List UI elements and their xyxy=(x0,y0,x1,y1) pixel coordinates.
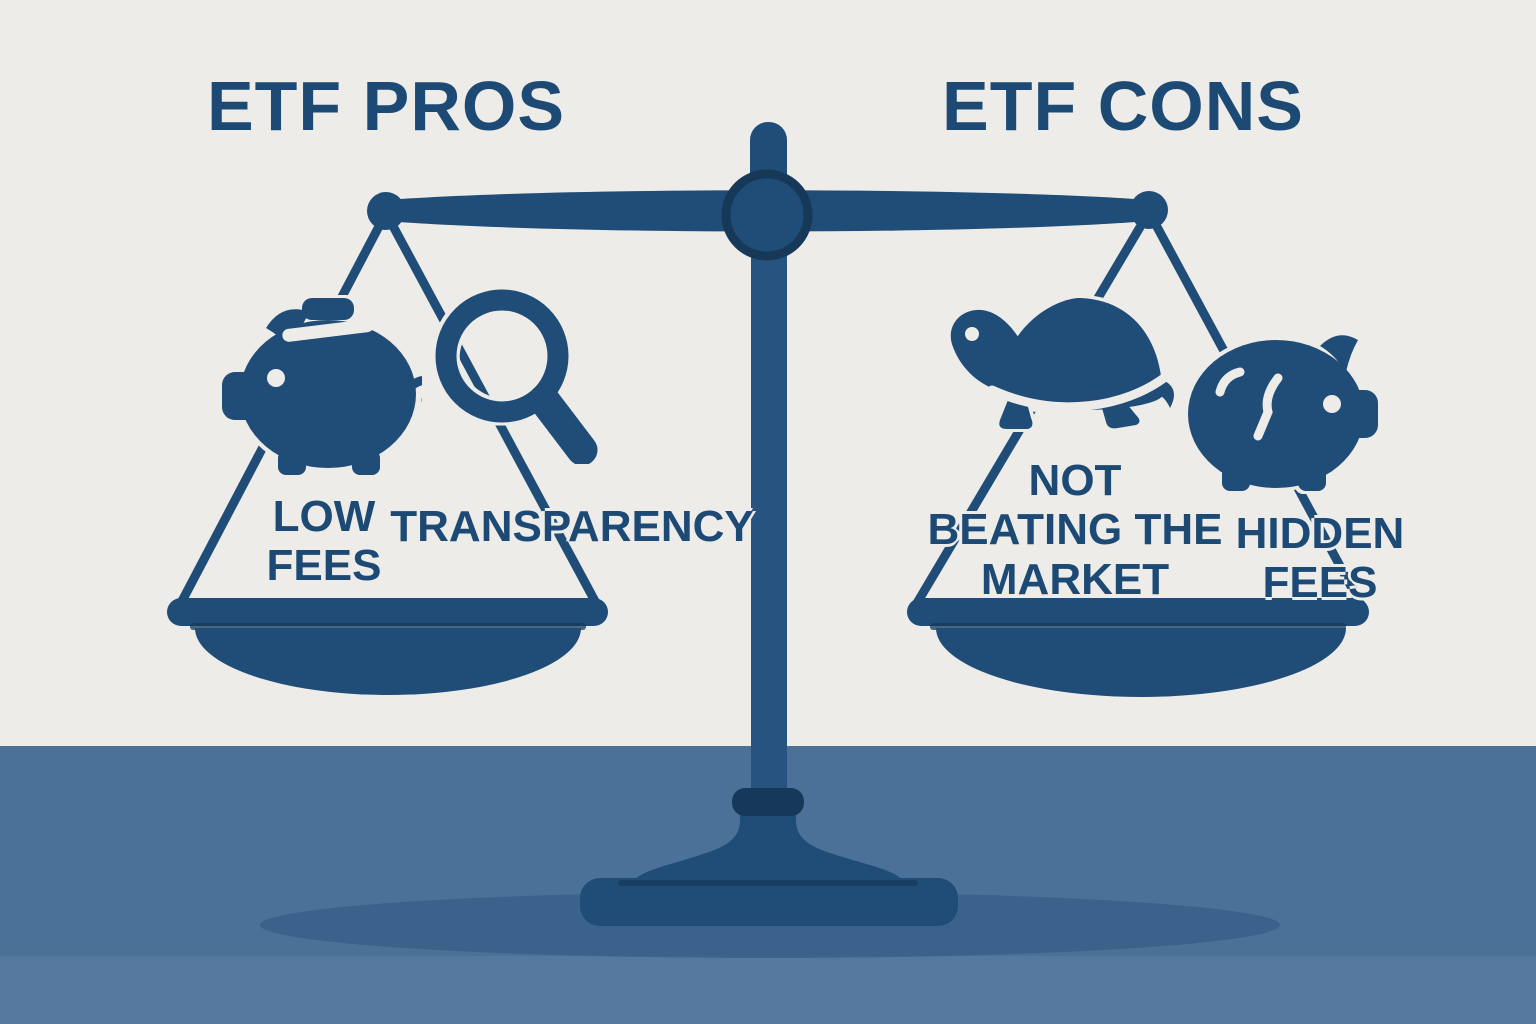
label-transparency: TRANSPARENCY xyxy=(390,502,753,551)
label-hidden-fees: HIDDEN FEES xyxy=(1236,509,1405,608)
label-not-beating-the-market: NOT BEATING THE MARKET xyxy=(928,456,1223,604)
ground-highlight xyxy=(0,956,1536,1024)
right-pan xyxy=(907,598,1369,697)
turtle-icon xyxy=(950,298,1174,429)
cracked-piggy-bank-icon xyxy=(1188,335,1378,491)
left-pan-rim xyxy=(167,598,608,626)
pillar xyxy=(751,214,787,794)
left-pan xyxy=(167,598,608,695)
base-seam xyxy=(618,880,918,886)
label-low-fees: LOW FEES xyxy=(267,492,382,591)
piggy-bank-icon xyxy=(222,298,422,475)
label-line: HIDDEN xyxy=(1235,509,1405,558)
left-pan-bowl xyxy=(195,628,581,695)
right-pan-bowl xyxy=(936,628,1346,697)
label-line: NOT xyxy=(1028,456,1122,505)
base-collar xyxy=(732,788,804,816)
label-line: BEATING THE xyxy=(927,505,1223,555)
cons-heading: ETF CONS xyxy=(942,67,1304,145)
base-flare xyxy=(632,802,905,883)
pros-heading: ETF PROS xyxy=(206,67,566,145)
magnifying-glass-icon xyxy=(435,289,598,464)
fulcrum-hub xyxy=(721,169,813,261)
label-line: TRANSPARENCY xyxy=(390,502,754,551)
label-line: MARKET xyxy=(980,554,1170,604)
label-line: FEES xyxy=(1262,558,1378,608)
label-line: LOW xyxy=(272,492,376,541)
base-plinth xyxy=(580,878,958,926)
label-line: FEES xyxy=(266,541,382,591)
right-pan-rim xyxy=(907,598,1369,626)
scale-base xyxy=(580,788,958,926)
